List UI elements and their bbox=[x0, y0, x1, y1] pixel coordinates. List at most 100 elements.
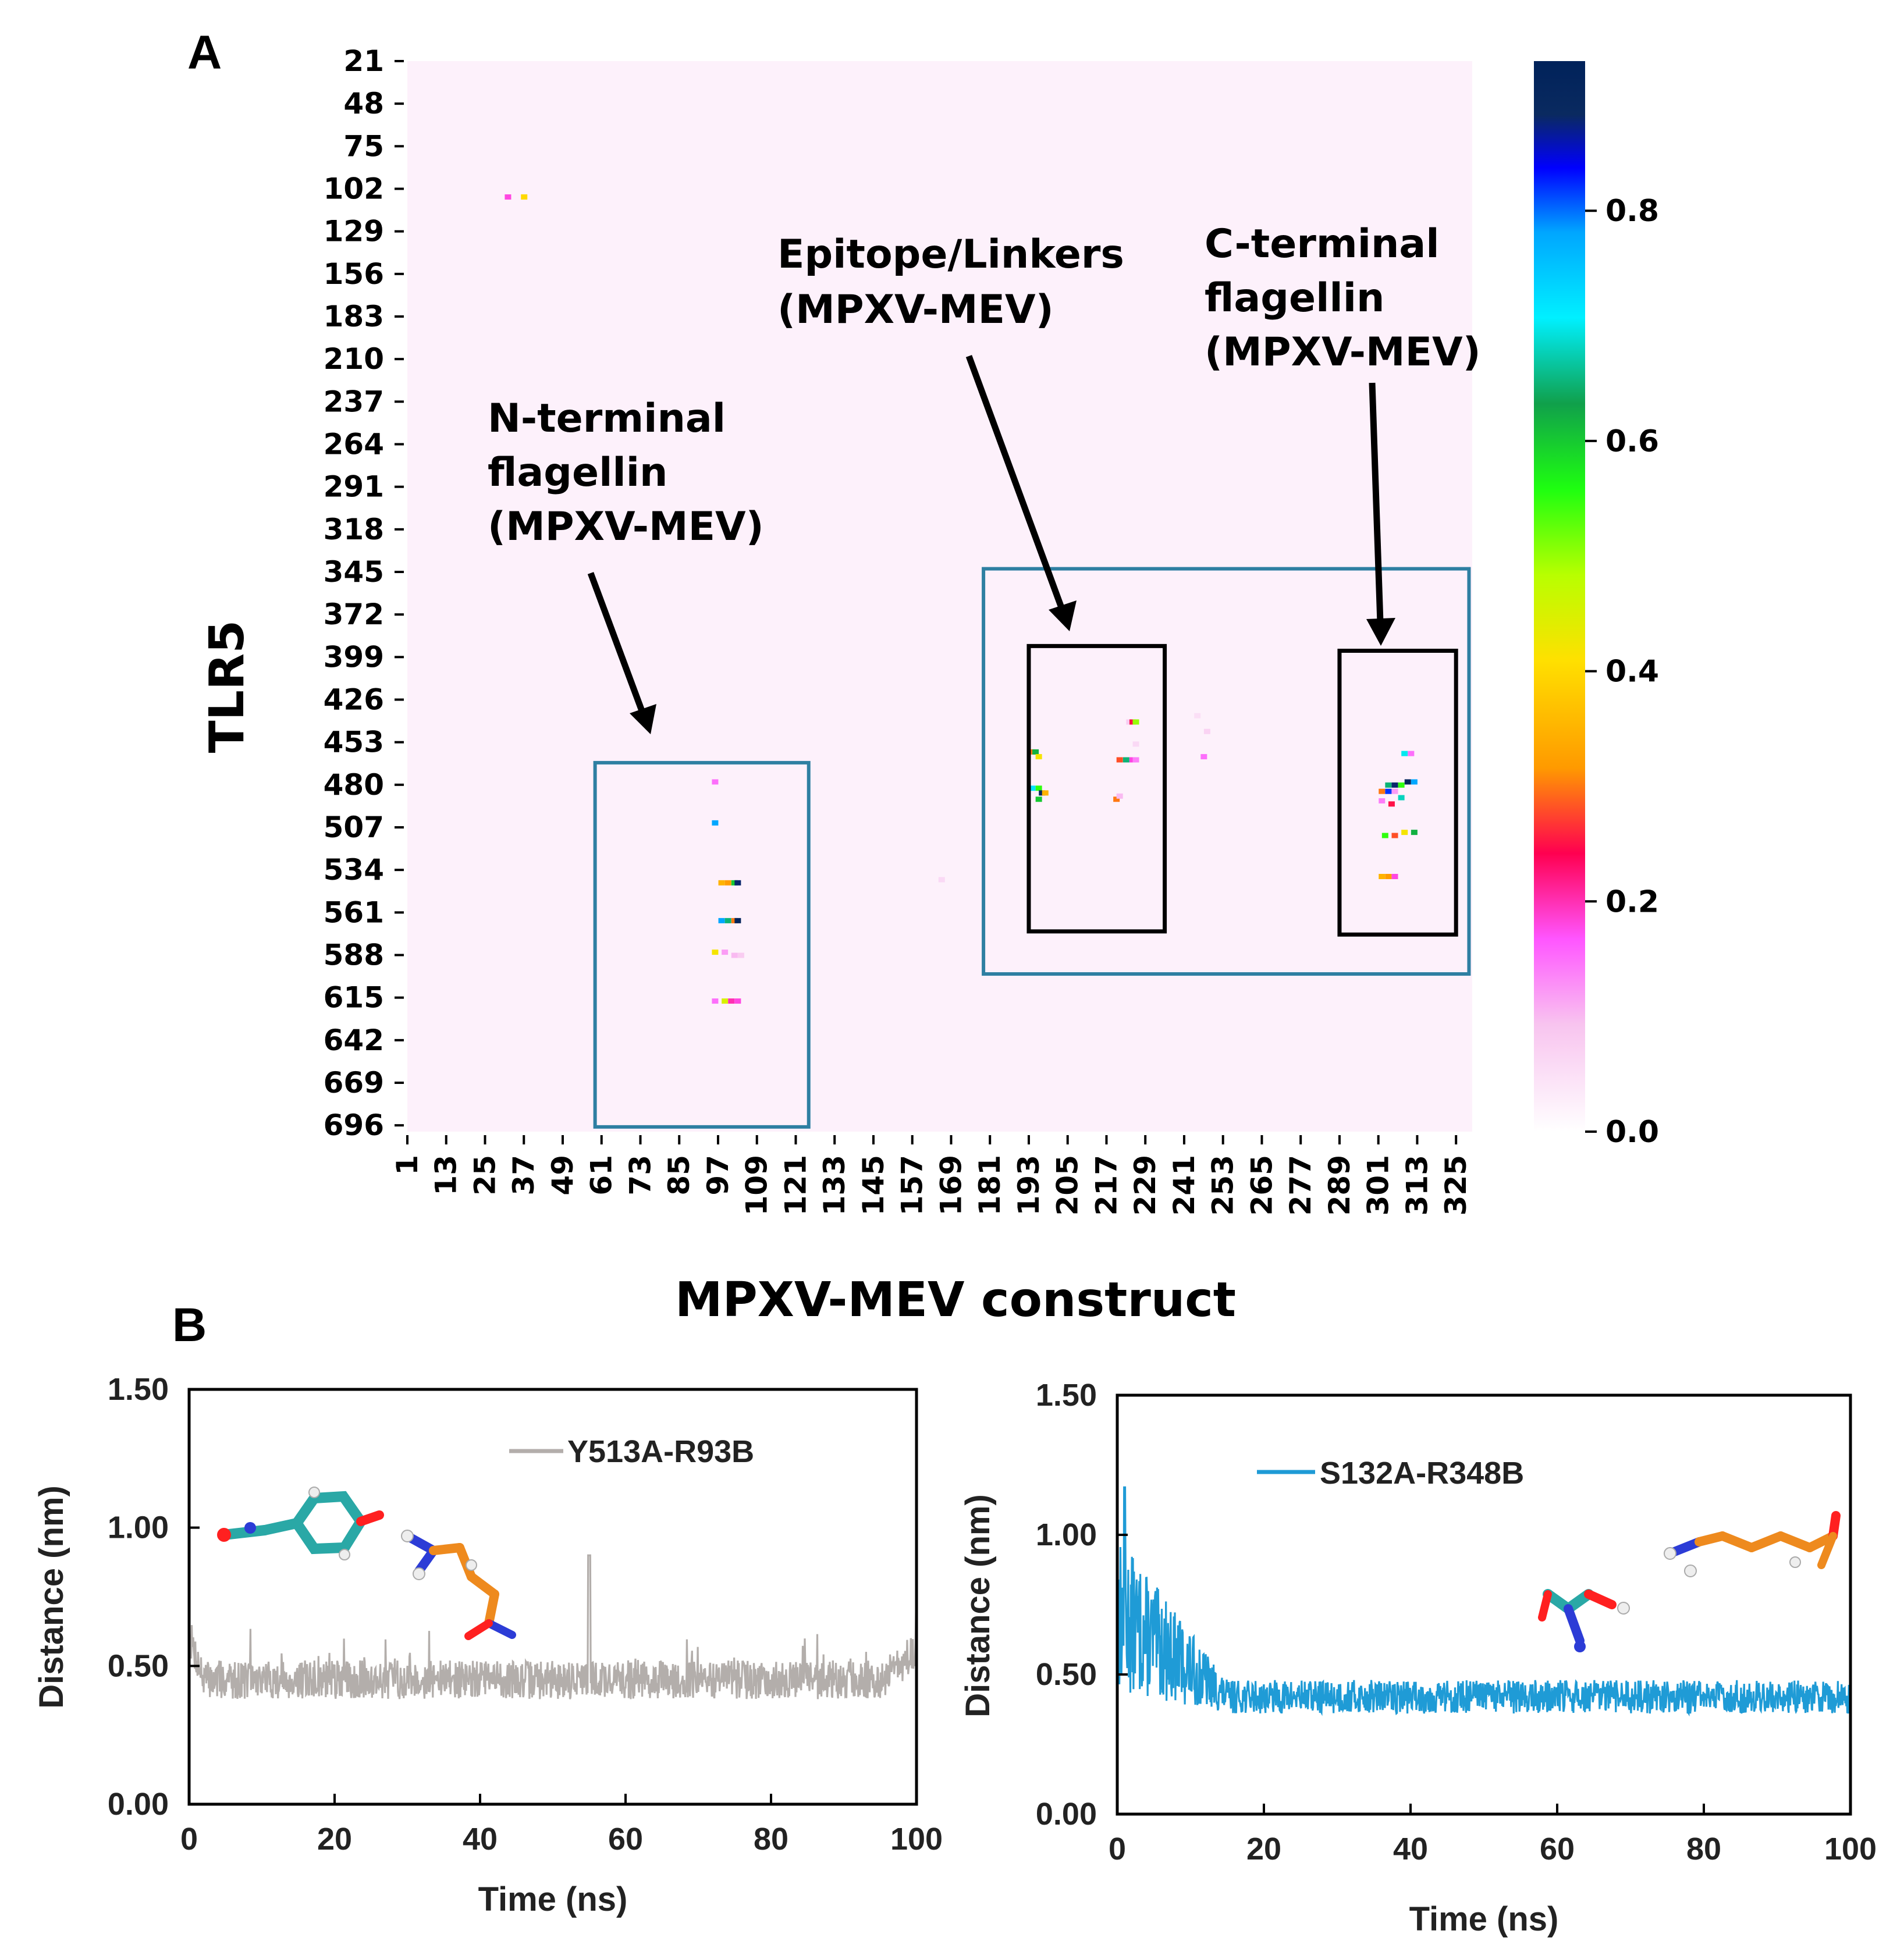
x-tick-label: 241 bbox=[1167, 1155, 1201, 1215]
contact-cell bbox=[1132, 719, 1139, 725]
distance-plot-left-frame bbox=[187, 1388, 918, 1806]
annotation-n-terminal-arrowhead bbox=[630, 704, 656, 734]
heatmap-x-axis-title: MPXV-MEV construct bbox=[675, 1272, 1236, 1328]
legend-left-label: Y513A-R93B bbox=[567, 1434, 754, 1469]
y-tick-label: 183 bbox=[324, 300, 384, 333]
y-tick-label: 1.50 bbox=[1036, 1378, 1097, 1413]
contact-cell bbox=[521, 194, 528, 200]
colorbar bbox=[1534, 61, 1585, 1132]
heatmap-x-ticks: 1 13 25 37 49 61 73 85 97 109 121 133 145 157 169 181 19… bbox=[390, 1135, 1473, 1215]
legend-right-label: S132A-R348B bbox=[1320, 1456, 1524, 1491]
y-tick-label: 1.00 bbox=[1036, 1517, 1097, 1552]
contact-cell bbox=[722, 998, 729, 1004]
y-tick-label: 237 bbox=[324, 385, 384, 418]
colorbar-tick-label: 0.8 bbox=[1605, 194, 1659, 229]
contact-cell bbox=[1391, 782, 1398, 788]
y-tick-label: 0.00 bbox=[108, 1787, 169, 1822]
contact-cell bbox=[1379, 874, 1386, 880]
contact-cell bbox=[1404, 779, 1411, 785]
colorbar-ticks: 0.0 0.2 0.4 0.6 0.8 bbox=[1585, 194, 1659, 1150]
arginine-molecule-illustration-right bbox=[1664, 1511, 1841, 1577]
contact-cell bbox=[724, 918, 731, 923]
contact-cell bbox=[938, 877, 945, 883]
x-tick-label: 205 bbox=[1051, 1155, 1085, 1215]
annotation-n-terminal-line2: flagellin bbox=[488, 450, 667, 496]
y-tick-label: 0.50 bbox=[108, 1648, 169, 1683]
y-tick-label: 426 bbox=[324, 682, 384, 716]
contact-cell bbox=[1385, 782, 1392, 788]
annotation-epitope-arrowhead bbox=[1049, 600, 1077, 631]
x-tick-label: 85 bbox=[662, 1155, 696, 1196]
contact-cell bbox=[1391, 874, 1398, 880]
x-tick-label: 217 bbox=[1089, 1155, 1123, 1215]
y-tick-label: 372 bbox=[324, 598, 384, 631]
x-tick-label: 49 bbox=[546, 1155, 580, 1196]
contact-cell bbox=[1113, 797, 1120, 802]
contact-cell bbox=[1411, 830, 1418, 835]
contact-cell bbox=[731, 880, 738, 886]
contact-cell bbox=[1035, 785, 1042, 791]
contact-cell bbox=[1132, 757, 1139, 763]
contact-cell bbox=[1391, 788, 1398, 794]
contact-cell bbox=[737, 952, 744, 958]
y-tick-label: 561 bbox=[324, 895, 384, 929]
distance-plot-right-y-title: Distance (nm) bbox=[959, 1494, 997, 1718]
heatmap-background bbox=[407, 61, 1472, 1132]
colorbar-tick-label: 0.6 bbox=[1605, 424, 1659, 459]
contact-cell bbox=[1042, 790, 1049, 796]
contact-cell bbox=[712, 950, 719, 955]
arginine-molecule-illustration-left bbox=[401, 1530, 516, 1640]
contact-cell bbox=[1132, 741, 1139, 747]
contact-cell bbox=[1126, 719, 1133, 725]
x-tick-label: 13 bbox=[429, 1155, 463, 1196]
x-tick-label: 60 bbox=[1540, 1832, 1575, 1866]
y-tick-label: 480 bbox=[324, 768, 384, 802]
contact-cell bbox=[728, 998, 735, 1004]
x-tick-label: 289 bbox=[1323, 1155, 1356, 1215]
x-tick-label: 109 bbox=[740, 1155, 774, 1215]
annotation-c-terminal-line2: flagellin bbox=[1205, 275, 1384, 321]
series-line bbox=[188, 1554, 918, 1699]
distance-plot-left: 0.00 0.50 1.00 1.50 0 20 40 60 80 100 bbox=[108, 1372, 943, 1857]
y-tick-label: 21 bbox=[343, 44, 384, 78]
colorbar-tick-label: 0.2 bbox=[1605, 884, 1659, 919]
contact-cell bbox=[734, 998, 741, 1004]
distance-plot-right-frame bbox=[1116, 1393, 1852, 1816]
contact-cell bbox=[1401, 751, 1408, 756]
annotation-n-terminal: N-terminal flagellin (MPXV-MEV) bbox=[488, 396, 764, 734]
y-tick-label: 210 bbox=[324, 342, 384, 376]
y-tick-label: 1.50 bbox=[108, 1372, 169, 1407]
serine-molecule-illustration bbox=[1538, 1589, 1630, 1652]
contact-cell bbox=[1385, 788, 1392, 794]
contact-cell bbox=[1401, 830, 1408, 835]
distance-plot-right: 0.00 0.50 1.00 1.50 0 20 40 60 80 100 bbox=[1036, 1378, 1877, 1866]
tyrosine-molecule-illustration bbox=[217, 1487, 384, 1560]
contact-cell bbox=[1035, 754, 1042, 760]
y-tick-label: 291 bbox=[324, 470, 384, 504]
x-tick-label: 1 bbox=[390, 1155, 424, 1175]
x-tick-label: 0 bbox=[1109, 1832, 1126, 1866]
contact-cell bbox=[731, 918, 738, 923]
y-tick-label: 48 bbox=[343, 87, 384, 120]
contact-cell bbox=[1379, 798, 1386, 803]
x-tick-label: 73 bbox=[623, 1155, 657, 1196]
distance-plot-right-x-title: Time (ns) bbox=[1409, 1900, 1559, 1938]
annotation-n-terminal-line3: (MPXV-MEV) bbox=[488, 504, 764, 550]
contact-cell bbox=[1129, 757, 1136, 763]
series-line bbox=[1116, 1486, 1852, 1717]
x-tick-label: 40 bbox=[1393, 1832, 1428, 1866]
panel-a-letter: A bbox=[187, 26, 222, 79]
contact-cell bbox=[1029, 785, 1036, 791]
distance-plot-left-y-title: Distance (nm) bbox=[33, 1485, 70, 1709]
x-tick-label: 97 bbox=[701, 1155, 735, 1196]
contact-cell bbox=[1200, 754, 1207, 760]
contact-cell bbox=[734, 880, 741, 886]
contact-cell bbox=[1388, 801, 1395, 807]
x-tick-label: 253 bbox=[1206, 1155, 1240, 1215]
contact-cell bbox=[734, 918, 741, 923]
contact-cell bbox=[1116, 757, 1123, 763]
contact-cell bbox=[1398, 782, 1405, 788]
contact-cell bbox=[1203, 728, 1210, 734]
x-tick-label: 277 bbox=[1284, 1155, 1317, 1215]
